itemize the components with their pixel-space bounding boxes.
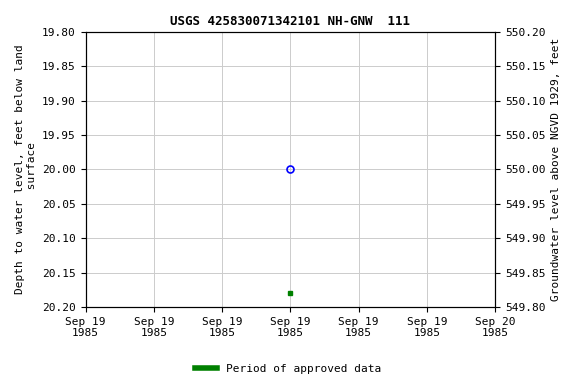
Y-axis label: Depth to water level, feet below land
 surface: Depth to water level, feet below land su… [15,45,37,294]
Y-axis label: Groundwater level above NGVD 1929, feet: Groundwater level above NGVD 1929, feet [551,38,561,301]
Legend: Period of approved data: Period of approved data [191,359,385,379]
Title: USGS 425830071342101 NH-GNW  111: USGS 425830071342101 NH-GNW 111 [170,15,411,28]
